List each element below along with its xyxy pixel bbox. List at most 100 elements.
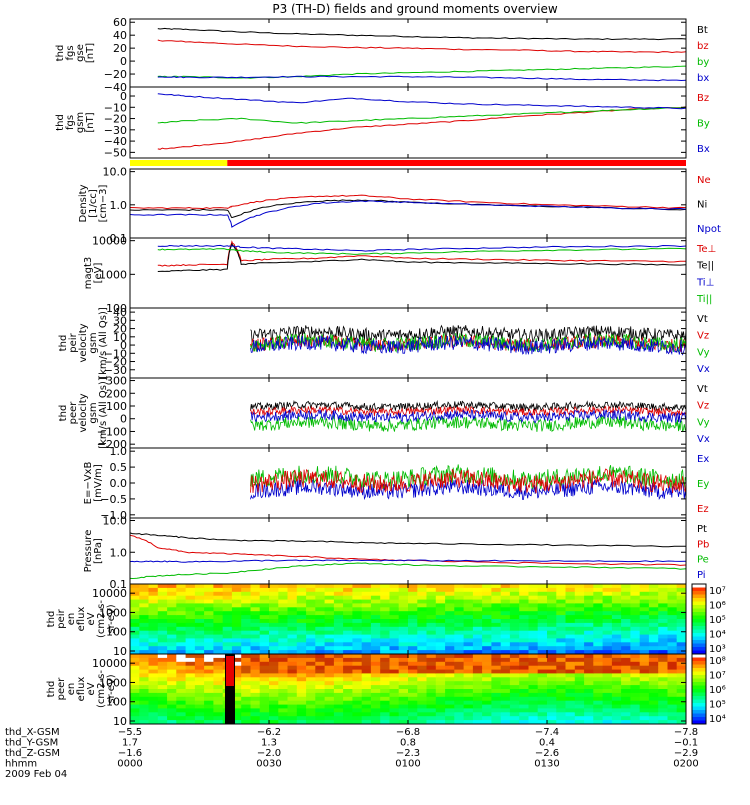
spectrogram-cell (148, 704, 159, 710)
spectrogram-cell (593, 704, 604, 710)
spectrogram-cell (435, 696, 446, 702)
spectrogram-cell (213, 650, 224, 654)
spectrogram-cell (630, 599, 641, 605)
spectrogram-cell (426, 673, 437, 678)
spectrogram-cell (528, 630, 539, 636)
spectrogram-cell (621, 685, 631, 690)
legend-entry: Te⊥ (696, 244, 716, 255)
spectrogram-cell (167, 669, 177, 675)
spectrogram-cell (667, 673, 678, 678)
spectrogram-cell (231, 677, 242, 682)
spectrogram-cell (194, 615, 205, 620)
spectrogram-cell (148, 591, 159, 597)
spectrogram-cell (593, 677, 604, 682)
spectrogram-cell (658, 638, 669, 643)
spectrogram-cell (352, 657, 363, 663)
spectrogram-cell (370, 673, 381, 678)
spectrogram-cell (658, 615, 669, 620)
spectrogram-cell (435, 599, 446, 605)
spectrogram-cell (500, 622, 511, 628)
spectrogram-cell (222, 584, 233, 589)
series-bz (157, 39, 686, 54)
y-axis-label: thd peer en eflux eV (cm2-s-sr-eV) (46, 670, 117, 708)
spectrogram-cell (621, 619, 631, 624)
spectrogram-cell (565, 607, 576, 612)
legend-entry: Ez (697, 504, 709, 515)
spectrogram-cell (537, 657, 548, 663)
spectrogram-cell (528, 642, 539, 647)
spectrogram-cell (269, 603, 279, 608)
spectrogram-cell (157, 716, 168, 721)
spectrogram-cell (472, 607, 483, 612)
spectrogram-cell (130, 700, 140, 706)
spectrogram-cell (621, 603, 631, 608)
spectrogram-cell (667, 642, 678, 647)
spectrogram-cell (528, 677, 539, 682)
spectrogram-cell (241, 634, 252, 640)
y-axis-label-line: peir (56, 608, 67, 628)
spectrogram-cell (426, 669, 437, 675)
spectrogram-cell (213, 700, 224, 706)
spectrogram-cell (593, 720, 604, 724)
spectrogram-cell (547, 622, 557, 628)
spectrogram-cell (547, 630, 557, 636)
spectrogram-cell (445, 665, 455, 671)
spectrogram-cell (167, 665, 177, 671)
spectrogram-cell (584, 638, 594, 643)
spectrogram-cell (352, 642, 363, 647)
spectrogram-cell (621, 584, 631, 589)
spectrogram-cell (241, 611, 252, 616)
spectrogram-cell (528, 696, 539, 702)
ephemeris-label: hhmm (5, 759, 37, 770)
spectrogram-cell (306, 696, 316, 702)
spectrogram-cell (528, 607, 539, 612)
spectrogram-cell (435, 704, 446, 710)
spectrogram-cell (509, 603, 520, 608)
spectrogram-cell (547, 673, 557, 678)
spectrogram-cell (333, 669, 344, 675)
spectrogram-cell (408, 716, 418, 721)
spectrogram-cell (398, 584, 409, 589)
spectrogram-cell (380, 650, 391, 654)
spectrogram-cell (333, 611, 344, 616)
ephemeris-value: 0100 (395, 759, 420, 770)
spectrogram-cell (482, 642, 492, 647)
spectrogram-cell (417, 654, 428, 659)
spectrogram-cell (306, 603, 316, 608)
spectrogram-cell (547, 611, 557, 616)
spectrogram-cell (250, 696, 261, 702)
spectrogram-cell (408, 630, 418, 636)
spectrogram-cell (648, 626, 659, 632)
spectrogram-cell (130, 591, 140, 597)
spectrogram-cell (185, 634, 196, 640)
ephemeris-value: −6.8 (396, 727, 420, 738)
spectrogram-cell (213, 704, 224, 710)
spectrogram-cell (361, 720, 372, 724)
spectrogram-cell (491, 661, 502, 667)
spectrogram-cell (398, 654, 409, 659)
legend-entry: Ti⊥ (696, 277, 714, 288)
spectrogram-cell (361, 673, 372, 678)
colorbar-label: 10⁴ (709, 630, 726, 641)
spectrogram-cell (148, 689, 159, 694)
spectrogram-cell (259, 587, 270, 593)
spectrogram-cell (408, 595, 418, 601)
spectrogram-cell (491, 630, 502, 636)
spectrogram-cell (148, 681, 159, 686)
spectrogram-cell (593, 712, 604, 717)
y-axis-label-line: [km/s (All Qs)] (98, 377, 109, 449)
spectrogram-cell (528, 626, 539, 632)
spectrogram-cell (519, 630, 530, 636)
spectrogram-cell (269, 650, 279, 654)
spectrogram-cell (398, 700, 409, 706)
spectrogram-cell (565, 689, 576, 694)
spectrogram-cell (621, 696, 631, 702)
spectrogram-cell (259, 642, 270, 647)
spectrogram-cell (176, 603, 187, 608)
spectrogram-cell (593, 642, 604, 647)
spectrogram-cell (167, 677, 177, 682)
spectrogram-cell (333, 615, 344, 620)
spectrogram-cell (417, 708, 428, 713)
spectrogram-cell (408, 712, 418, 717)
